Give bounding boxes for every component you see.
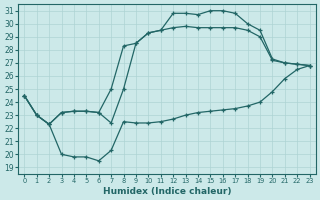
- X-axis label: Humidex (Indice chaleur): Humidex (Indice chaleur): [103, 187, 231, 196]
